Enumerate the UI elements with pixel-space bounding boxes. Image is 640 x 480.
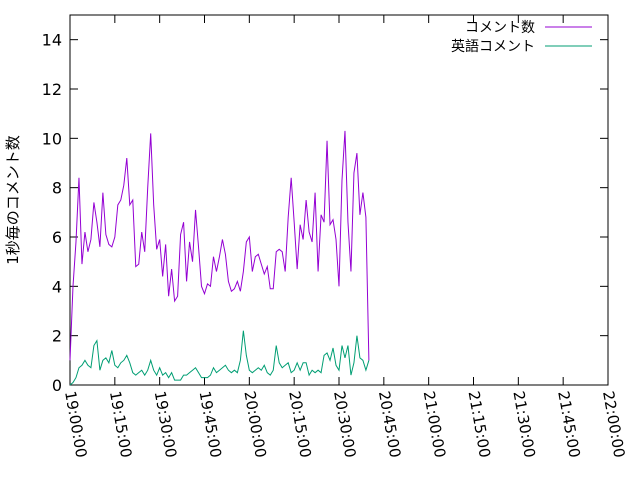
series-line-1 [69,130,370,361]
y-tick-label: 14 [42,31,62,50]
y-tick-label: 0 [52,376,62,395]
y-tick-label: 12 [42,80,62,99]
y-tick-label: 8 [52,179,62,198]
x-tick-label: 20:30:00 [330,390,359,459]
y-tick-label: 10 [42,129,62,148]
legend-label: 英語コメント [451,38,535,55]
series-line-2 [69,330,370,386]
x-tick-label: 19:15:00 [106,390,135,459]
x-tick-label: 20:45:00 [375,390,404,459]
x-tick-label: 19:00:00 [61,390,90,459]
plot-frame [69,14,609,386]
x-tick-label: 19:45:00 [196,390,225,459]
x-tick-label: 19:30:00 [151,390,180,459]
y-tick-label: 2 [52,327,62,346]
y-axis-label: 1秒毎のコメント数 [4,135,22,265]
y-axis-ticks: 0 2 4 6 8 10 12 14 [42,31,608,395]
x-axis-ticks: 19:00:00 19:15:00 19:30:00 19:45:00 20:00:00… [61,15,628,459]
x-tick-label: 20:00:00 [240,390,269,459]
legend-label: コメント数 [465,20,535,36]
y-tick-label: 4 [52,277,62,296]
x-tick-label: 21:15:00 [465,390,494,459]
x-tick-label: 21:00:00 [420,390,449,459]
x-tick-label: 21:30:00 [509,390,538,459]
x-tick-label: 20:15:00 [285,390,314,459]
x-tick-label: 21:45:00 [554,390,583,459]
y-tick-label: 6 [52,228,62,247]
series-layer [69,130,370,386]
x-tick-label: 22:00:00 [599,390,628,459]
